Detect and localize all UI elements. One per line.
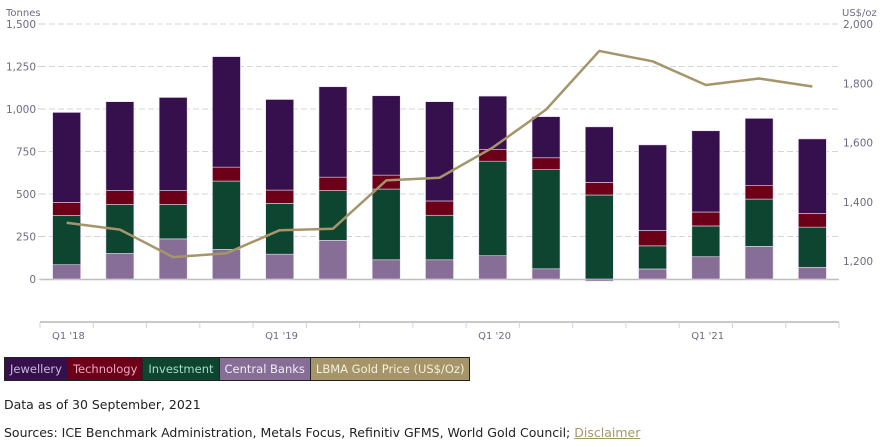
- bar-segment-jewellery: [318, 86, 348, 178]
- right-axis-unit: US$/oz: [842, 8, 877, 19]
- sources-line: Sources: ICE Benchmark Administration, M…: [4, 425, 640, 440]
- stacked-bars: [52, 56, 827, 282]
- left-tick-label: 0: [29, 274, 36, 286]
- bar-segment-central-banks: [52, 264, 81, 280]
- bar-segment-investment: [744, 198, 774, 247]
- legend-label: Jewellery: [10, 362, 62, 376]
- bar-segment-central-banks: [744, 246, 774, 280]
- bar-segment-technology: [478, 148, 508, 162]
- legend-item-gold-price[interactable]: LBMA Gold Price (US$/Oz): [309, 358, 470, 380]
- bar-segment-central-banks: [318, 240, 348, 280]
- bar-segment-jewellery: [371, 95, 401, 176]
- disclaimer-link[interactable]: Disclaimer: [574, 425, 641, 440]
- x-tick-label: Q1 '20: [478, 331, 511, 342]
- x-tick-label: Q1 '18: [52, 331, 85, 342]
- bar-segment-investment: [371, 188, 401, 261]
- bar-segment-technology: [318, 176, 348, 191]
- bar-segment-jewellery: [691, 130, 721, 213]
- legend-label: Central Banks: [224, 362, 305, 376]
- bar-segment-investment: [212, 180, 241, 250]
- legend: Jewellery Technology Investment Central …: [4, 357, 471, 381]
- bar-segment-central-banks: [371, 259, 401, 280]
- bar-segment-jewellery: [531, 116, 561, 159]
- bar-segment-central-banks: [265, 253, 295, 280]
- left-tick-label: 250: [16, 232, 36, 244]
- bar-segment-investment: [318, 190, 348, 241]
- right-tick-label: 2,000: [843, 19, 873, 31]
- bar-segment-technology: [425, 200, 454, 216]
- bar-segment-jewellery: [52, 112, 81, 203]
- bar-segment-technology: [212, 166, 241, 182]
- bar-segment-jewellery: [744, 118, 774, 186]
- bar-segment-jewellery: [638, 144, 667, 231]
- right-axis: US$/oz 1,200 1,400 1,600 1,800 2,000: [842, 8, 877, 268]
- bar-segment-investment: [584, 194, 614, 280]
- bar-segment-technology: [531, 157, 561, 170]
- data-date-note: Data as of 30 September, 2021: [4, 397, 201, 412]
- left-tick-label: 750: [16, 147, 36, 159]
- bar-segment-technology: [798, 213, 827, 228]
- bar-segment-technology: [691, 211, 721, 227]
- bar-segment-jewellery: [584, 126, 614, 183]
- bar-segment-central-banks: [531, 268, 561, 280]
- bar-segment-technology: [584, 182, 614, 196]
- legend-label: Investment: [148, 362, 214, 376]
- bar-segment-investment: [638, 245, 667, 270]
- bar-segment-central-banks: [478, 255, 508, 280]
- right-tick-label: 1,200: [843, 256, 873, 268]
- legend-label: LBMA Gold Price (US$/Oz): [315, 362, 465, 376]
- bar-segment-central-banks: [584, 278, 614, 282]
- bar-segment-technology: [638, 230, 667, 247]
- x-tick-label: Q1 '21: [691, 331, 724, 342]
- bar-segment-jewellery: [105, 101, 135, 191]
- bar-segment-investment: [478, 160, 508, 257]
- bar-segment-jewellery: [425, 101, 454, 202]
- gold-demand-chart: Tonnes 0 250 500 750 1,000 1,250 1,500 US$/oz …: [5, 8, 877, 342]
- x-axis: Q1 '18 Q1 '19 Q1 '20 Q1 '21: [39, 321, 840, 342]
- bar-segment-central-banks: [158, 238, 188, 280]
- legend-item-technology[interactable]: Technology: [66, 358, 143, 380]
- gold-price-line: [66, 49, 813, 259]
- legend-item-investment[interactable]: Investment: [142, 358, 219, 380]
- right-tick-label: 1,400: [843, 197, 873, 209]
- bar-segment-central-banks: [798, 266, 827, 280]
- bar-segment-technology: [52, 202, 81, 216]
- bar-segment-investment: [158, 204, 188, 240]
- bar-segment-technology: [744, 185, 774, 200]
- bar-segment-central-banks: [638, 268, 667, 280]
- left-tick-label: 1,500: [6, 19, 36, 31]
- sources-text: Sources: ICE Benchmark Administration, M…: [4, 425, 571, 440]
- bar-segment-central-banks: [691, 256, 721, 280]
- bar-segment-investment: [425, 214, 454, 261]
- bar-segment-investment: [531, 169, 561, 270]
- bar-segment-central-banks: [105, 253, 135, 280]
- bar-segment-jewellery: [798, 138, 827, 214]
- bar-segment-technology: [105, 190, 135, 205]
- bar-segment-technology: [158, 190, 188, 205]
- bar-segment-investment: [798, 226, 827, 268]
- legend-label: Technology: [72, 362, 138, 376]
- bar-segment-central-banks: [425, 259, 454, 280]
- bar-segment-investment: [691, 225, 721, 258]
- bar-segment-jewellery: [212, 56, 241, 168]
- right-tick-label: 1,800: [843, 78, 873, 90]
- left-tick-label: 1,000: [6, 104, 36, 116]
- right-tick-label: 1,600: [843, 138, 873, 150]
- left-tick-label: 1,250: [6, 62, 36, 74]
- legend-item-central-banks[interactable]: Central Banks: [218, 358, 310, 380]
- bar-segment-jewellery: [158, 97, 188, 191]
- left-axis-unit: Tonnes: [5, 8, 41, 19]
- left-axis: Tonnes 0 250 500 750 1,000 1,250 1,500: [5, 8, 44, 286]
- legend-item-jewellery[interactable]: Jewellery: [5, 358, 67, 380]
- bar-segment-technology: [265, 189, 295, 204]
- bar-segment-jewellery: [265, 99, 295, 191]
- x-tick-label: Q1 '19: [265, 331, 298, 342]
- left-tick-label: 500: [16, 189, 36, 201]
